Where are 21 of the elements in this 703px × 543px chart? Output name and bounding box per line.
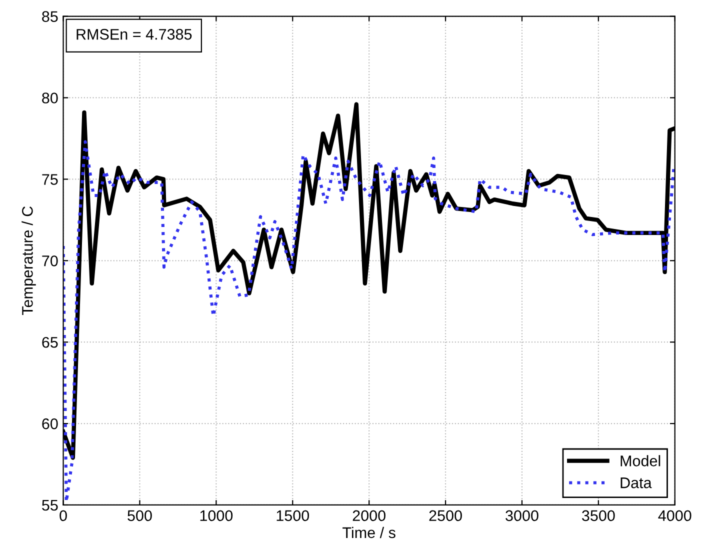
legend-label: Model [620, 455, 660, 466]
annotation: RMSEn = 4.7385 [76, 28, 192, 40]
x-tick-label: 2500 [429, 510, 462, 522]
x-tick-label: 0 [60, 510, 67, 522]
y-axis-title: Temperature / C [22, 206, 36, 316]
x-tick-label: 3500 [582, 510, 615, 522]
y-tick-label: 70 [42, 256, 58, 266]
y-tick-label: 80 [42, 92, 58, 104]
y-tick-label: 55 [42, 500, 58, 511]
y-tick-label: 75 [42, 174, 58, 185]
y-tick-label: 60 [42, 418, 58, 430]
legend-label: Data [620, 478, 652, 488]
x-tick-label: 4000 [658, 510, 692, 522]
y-tick-label: 65 [42, 336, 58, 348]
x-tick-label: 1500 [276, 510, 310, 522]
y-tick-label: 85 [42, 11, 58, 22]
x-tick-label: 2000 [352, 510, 386, 522]
x-tick-label: 500 [128, 510, 152, 522]
x-tick-label: 3000 [506, 510, 538, 522]
x-axis-title: Time / s [342, 526, 396, 538]
x-tick-label: 1000 [200, 510, 233, 522]
